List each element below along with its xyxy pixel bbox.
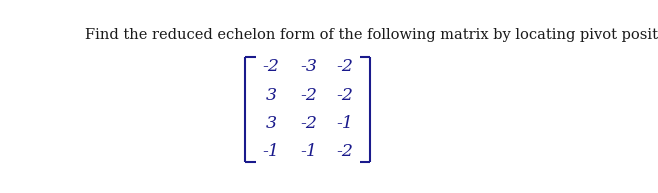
Text: -2: -2	[336, 58, 353, 75]
Text: 3: 3	[265, 115, 276, 132]
Text: -2: -2	[263, 58, 280, 75]
Text: -2: -2	[336, 143, 353, 160]
Text: -2: -2	[301, 87, 318, 104]
Text: -2: -2	[336, 87, 353, 104]
Text: -3: -3	[301, 58, 318, 75]
Text: -1: -1	[301, 143, 318, 160]
Text: -1: -1	[336, 115, 353, 132]
Text: -1: -1	[263, 143, 280, 160]
Text: Find the reduced echelon form of the following matrix by locating pivot position: Find the reduced echelon form of the fol…	[85, 28, 658, 42]
Text: -2: -2	[301, 115, 318, 132]
Text: 3: 3	[265, 87, 276, 104]
